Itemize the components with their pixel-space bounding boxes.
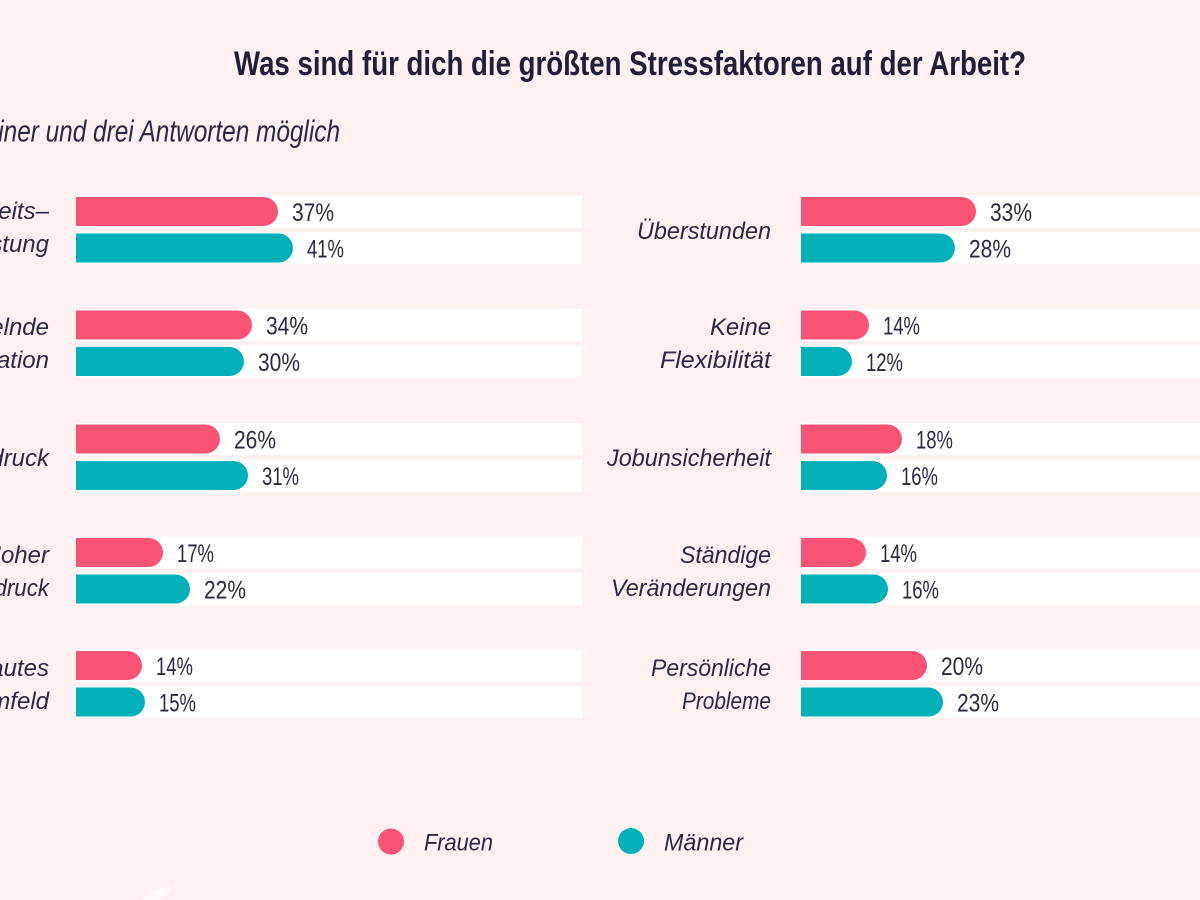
svg-text:16%: 16% (901, 463, 938, 491)
svg-text:Jobunsicherheit: Jobunsicherheit (606, 445, 772, 472)
svg-text:Hoher: Hoher (0, 542, 50, 569)
svg-text:17%: 17% (177, 540, 214, 568)
svg-text:31%: 31% (262, 463, 299, 491)
svg-text:15%: 15% (159, 690, 196, 718)
svg-text:22%: 22% (204, 577, 246, 605)
svg-text:Flexibilität: Flexibilität (660, 347, 772, 374)
svg-text:Frauen: Frauen (424, 830, 493, 857)
svg-text:Persönliche: Persönliche (651, 655, 771, 682)
svg-text:28%: 28% (969, 236, 1011, 264)
svg-text:12%: 12% (866, 349, 903, 377)
svg-text:30%: 30% (258, 349, 300, 377)
svg-text:Mangelnde: Mangelnde (0, 314, 49, 341)
svg-text:Überstunden: Überstunden (637, 218, 771, 245)
svg-text:14%: 14% (883, 313, 920, 341)
svg-text:Probleme: Probleme (682, 688, 771, 715)
svg-text:Veränderungen: Veränderungen (611, 575, 771, 602)
svg-text:34%: 34% (266, 313, 308, 341)
svg-text:37%: 37% (292, 199, 334, 227)
svg-text:Ständige: Ständige (680, 542, 771, 569)
svg-text:belastung: belastung (0, 231, 50, 258)
svg-text:Männer: Männer (664, 830, 744, 857)
svg-text:Was sind für dich die größten: Was sind für dich die größten Stressfakt… (234, 45, 1026, 83)
svg-text:33%: 33% (990, 199, 1032, 227)
svg-text:Arbeitsumfeld: Arbeitsumfeld (0, 688, 50, 715)
svg-text:20%: 20% (941, 653, 983, 681)
svg-text:Lautes: Lautes (0, 655, 49, 682)
svg-text:18%: 18% (916, 427, 953, 455)
svg-text:23%: 23% (957, 690, 999, 718)
svg-text:Keine: Keine (710, 314, 771, 341)
svg-text:26%: 26% (234, 427, 276, 455)
svg-text:Kommunikation: Kommunikation (0, 347, 49, 374)
svg-text:Leistungsdruck: Leistungsdruck (0, 575, 51, 602)
svg-text:Zeitdruck: Zeitdruck (0, 445, 51, 472)
svg-text:Zwischen einer und drei Antwor: Zwischen einer und drei Antworten möglic… (0, 114, 340, 149)
svg-text:41%: 41% (307, 236, 344, 264)
svg-text:14%: 14% (156, 653, 193, 681)
svg-text:Hohe Arbeits–: Hohe Arbeits– (0, 198, 50, 225)
svg-text:14%: 14% (880, 540, 917, 568)
svg-text:16%: 16% (902, 577, 939, 605)
